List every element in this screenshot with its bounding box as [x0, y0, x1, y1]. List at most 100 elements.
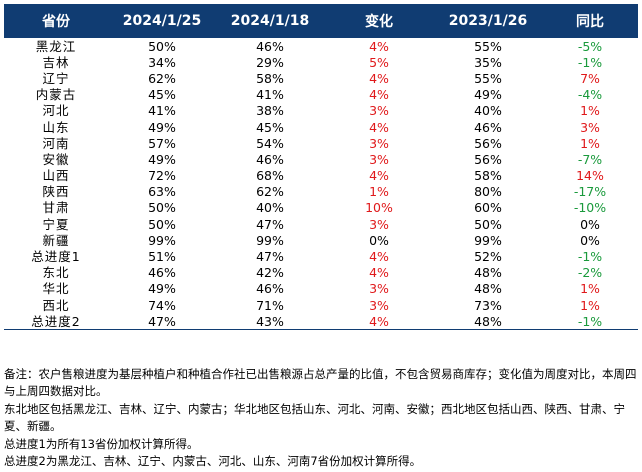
cell-yoy: -1% [542, 313, 638, 330]
footnote-total-1: 总进度1为所有13省份加权计算所得。 [4, 436, 199, 451]
cell-last-year: 48% [434, 313, 542, 330]
cell-change: 3% [369, 103, 389, 119]
cell-yoy: -5% [577, 38, 603, 54]
table-row: 总进度1 51% 47% 4% 52% -1% [4, 248, 638, 264]
cell-current-week: 72% [148, 168, 176, 184]
cell-last-year: 52% [474, 249, 502, 265]
cell-province: 山东 [42, 119, 70, 135]
cell-last-year: 48% [474, 265, 502, 281]
cell-previous-week: 62% [256, 184, 284, 200]
cell-yoy: 7% [580, 70, 600, 86]
table-row: 黑龙江 50% 46% 4% 55% -5% [4, 38, 638, 54]
cell-province: 辽宁 [42, 70, 70, 86]
cell-yoy: 3% [580, 119, 600, 135]
cell-current-week: 47% [108, 313, 216, 330]
cell-change: 4% [324, 313, 434, 330]
cell-change: 4% [369, 87, 389, 103]
cell-change: 10% [365, 200, 393, 216]
cell-current-week: 45% [148, 87, 176, 103]
cell-last-year: 80% [474, 184, 502, 200]
cell-previous-week: 38% [256, 103, 284, 119]
cell-change: 0% [369, 232, 389, 248]
cell-last-year: 40% [474, 103, 502, 119]
cell-current-week: 57% [148, 135, 176, 151]
footnote-total-2: 总进度2为黑龙江、吉林、辽宁、内蒙古、河北、山东、河南7省份加权计算所得。 [4, 454, 422, 469]
table-row: 安徽 49% 46% 3% 56% -7% [4, 151, 638, 167]
table-row: 河北 41% 38% 3% 40% 1% [4, 103, 638, 119]
cell-province: 山西 [42, 168, 70, 184]
cell-previous-week: 68% [256, 168, 284, 184]
cell-previous-week: 40% [256, 200, 284, 216]
cell-last-year: 56% [474, 135, 502, 151]
header-current-week: 2024/1/25 [122, 13, 202, 29]
cell-previous-week: 46% [256, 281, 284, 297]
cell-current-week: 49% [148, 281, 176, 297]
table-row: 新疆 99% 99% 0% 99% 0% [4, 232, 638, 248]
cell-province: 宁夏 [42, 216, 70, 232]
table-header-row: 省份 2024/1/25 2024/1/18 变化 2023/1/26 同比 [4, 4, 638, 38]
footnote-remark: 备注：农户售粮进度为基层种植户和种植合作社已出售粮源占总产量的比值，不包含贸易商… [4, 367, 637, 399]
cell-yoy: 1% [580, 297, 600, 313]
cell-previous-week: 54% [256, 135, 284, 151]
cell-province: 黑龙江 [35, 38, 77, 54]
cell-yoy: -17% [573, 184, 607, 200]
cell-last-year: 73% [474, 297, 502, 313]
cell-last-year: 46% [474, 119, 502, 135]
table-row: 东北 46% 42% 4% 48% -2% [4, 265, 638, 281]
cell-change: 1% [369, 184, 389, 200]
cell-current-week: 50% [148, 38, 176, 54]
footnotes: 备注：农户售粮进度为基层种植户和种植合作社已出售粮源占总产量的比值，不包含贸易商… [4, 366, 638, 470]
table-row: 吉林 34% 29% 5% 35% -1% [4, 54, 638, 70]
cell-change: 4% [369, 38, 389, 54]
cell-yoy: 0% [580, 232, 600, 248]
cell-last-year: 50% [474, 216, 502, 232]
cell-previous-week: 71% [256, 297, 284, 313]
cell-change: 4% [369, 265, 389, 281]
cell-change: 4% [369, 70, 389, 86]
cell-previous-week: 41% [256, 87, 284, 103]
cell-current-week: 50% [148, 200, 176, 216]
cell-province: 新疆 [42, 232, 70, 248]
cell-province: 安徽 [42, 151, 70, 167]
cell-previous-week: 29% [256, 54, 284, 70]
cell-current-week: 41% [148, 103, 176, 119]
cell-province: 总进度2 [4, 313, 108, 330]
cell-previous-week: 45% [256, 119, 284, 135]
cell-change: 4% [369, 168, 389, 184]
table-row: 西北 74% 71% 3% 73% 1% [4, 297, 638, 313]
cell-yoy: 1% [580, 135, 600, 151]
table-row: 内蒙古 45% 41% 4% 49% -4% [4, 87, 638, 103]
cell-province: 河北 [42, 103, 70, 119]
cell-change: 3% [369, 297, 389, 313]
header-province: 省份 [42, 14, 70, 30]
cell-change: 3% [369, 151, 389, 167]
table-row: 甘肃 50% 40% 10% 60% -10% [4, 200, 638, 216]
cell-change: 3% [369, 216, 389, 232]
header-last-year: 2023/1/26 [448, 13, 528, 29]
cell-yoy: 1% [580, 103, 600, 119]
cell-province: 陕西 [42, 184, 70, 200]
cell-province: 河南 [42, 135, 70, 151]
table-row: 河南 57% 54% 3% 56% 1% [4, 135, 638, 151]
cell-change: 3% [369, 281, 389, 297]
header-previous-week: 2024/1/18 [230, 13, 310, 29]
cell-last-year: 48% [474, 281, 502, 297]
cell-change: 4% [369, 119, 389, 135]
cell-previous-week: 99% [256, 232, 284, 248]
sales-progress-table: 省份 2024/1/25 2024/1/18 变化 2023/1/26 同比 黑… [4, 4, 638, 330]
cell-last-year: 60% [474, 200, 502, 216]
cell-previous-week: 46% [256, 151, 284, 167]
cell-previous-week: 43% [216, 313, 324, 330]
cell-province: 内蒙古 [35, 87, 77, 103]
cell-yoy: -10% [573, 200, 607, 216]
cell-current-week: 49% [148, 119, 176, 135]
cell-current-week: 49% [148, 151, 176, 167]
table-row: 华北 49% 46% 3% 48% 1% [4, 281, 638, 297]
header-change: 变化 [365, 14, 393, 30]
cell-province: 东北 [42, 265, 70, 281]
cell-current-week: 63% [148, 184, 176, 200]
cell-province: 吉林 [42, 54, 70, 70]
cell-province: 甘肃 [42, 200, 70, 216]
cell-current-week: 99% [148, 232, 176, 248]
